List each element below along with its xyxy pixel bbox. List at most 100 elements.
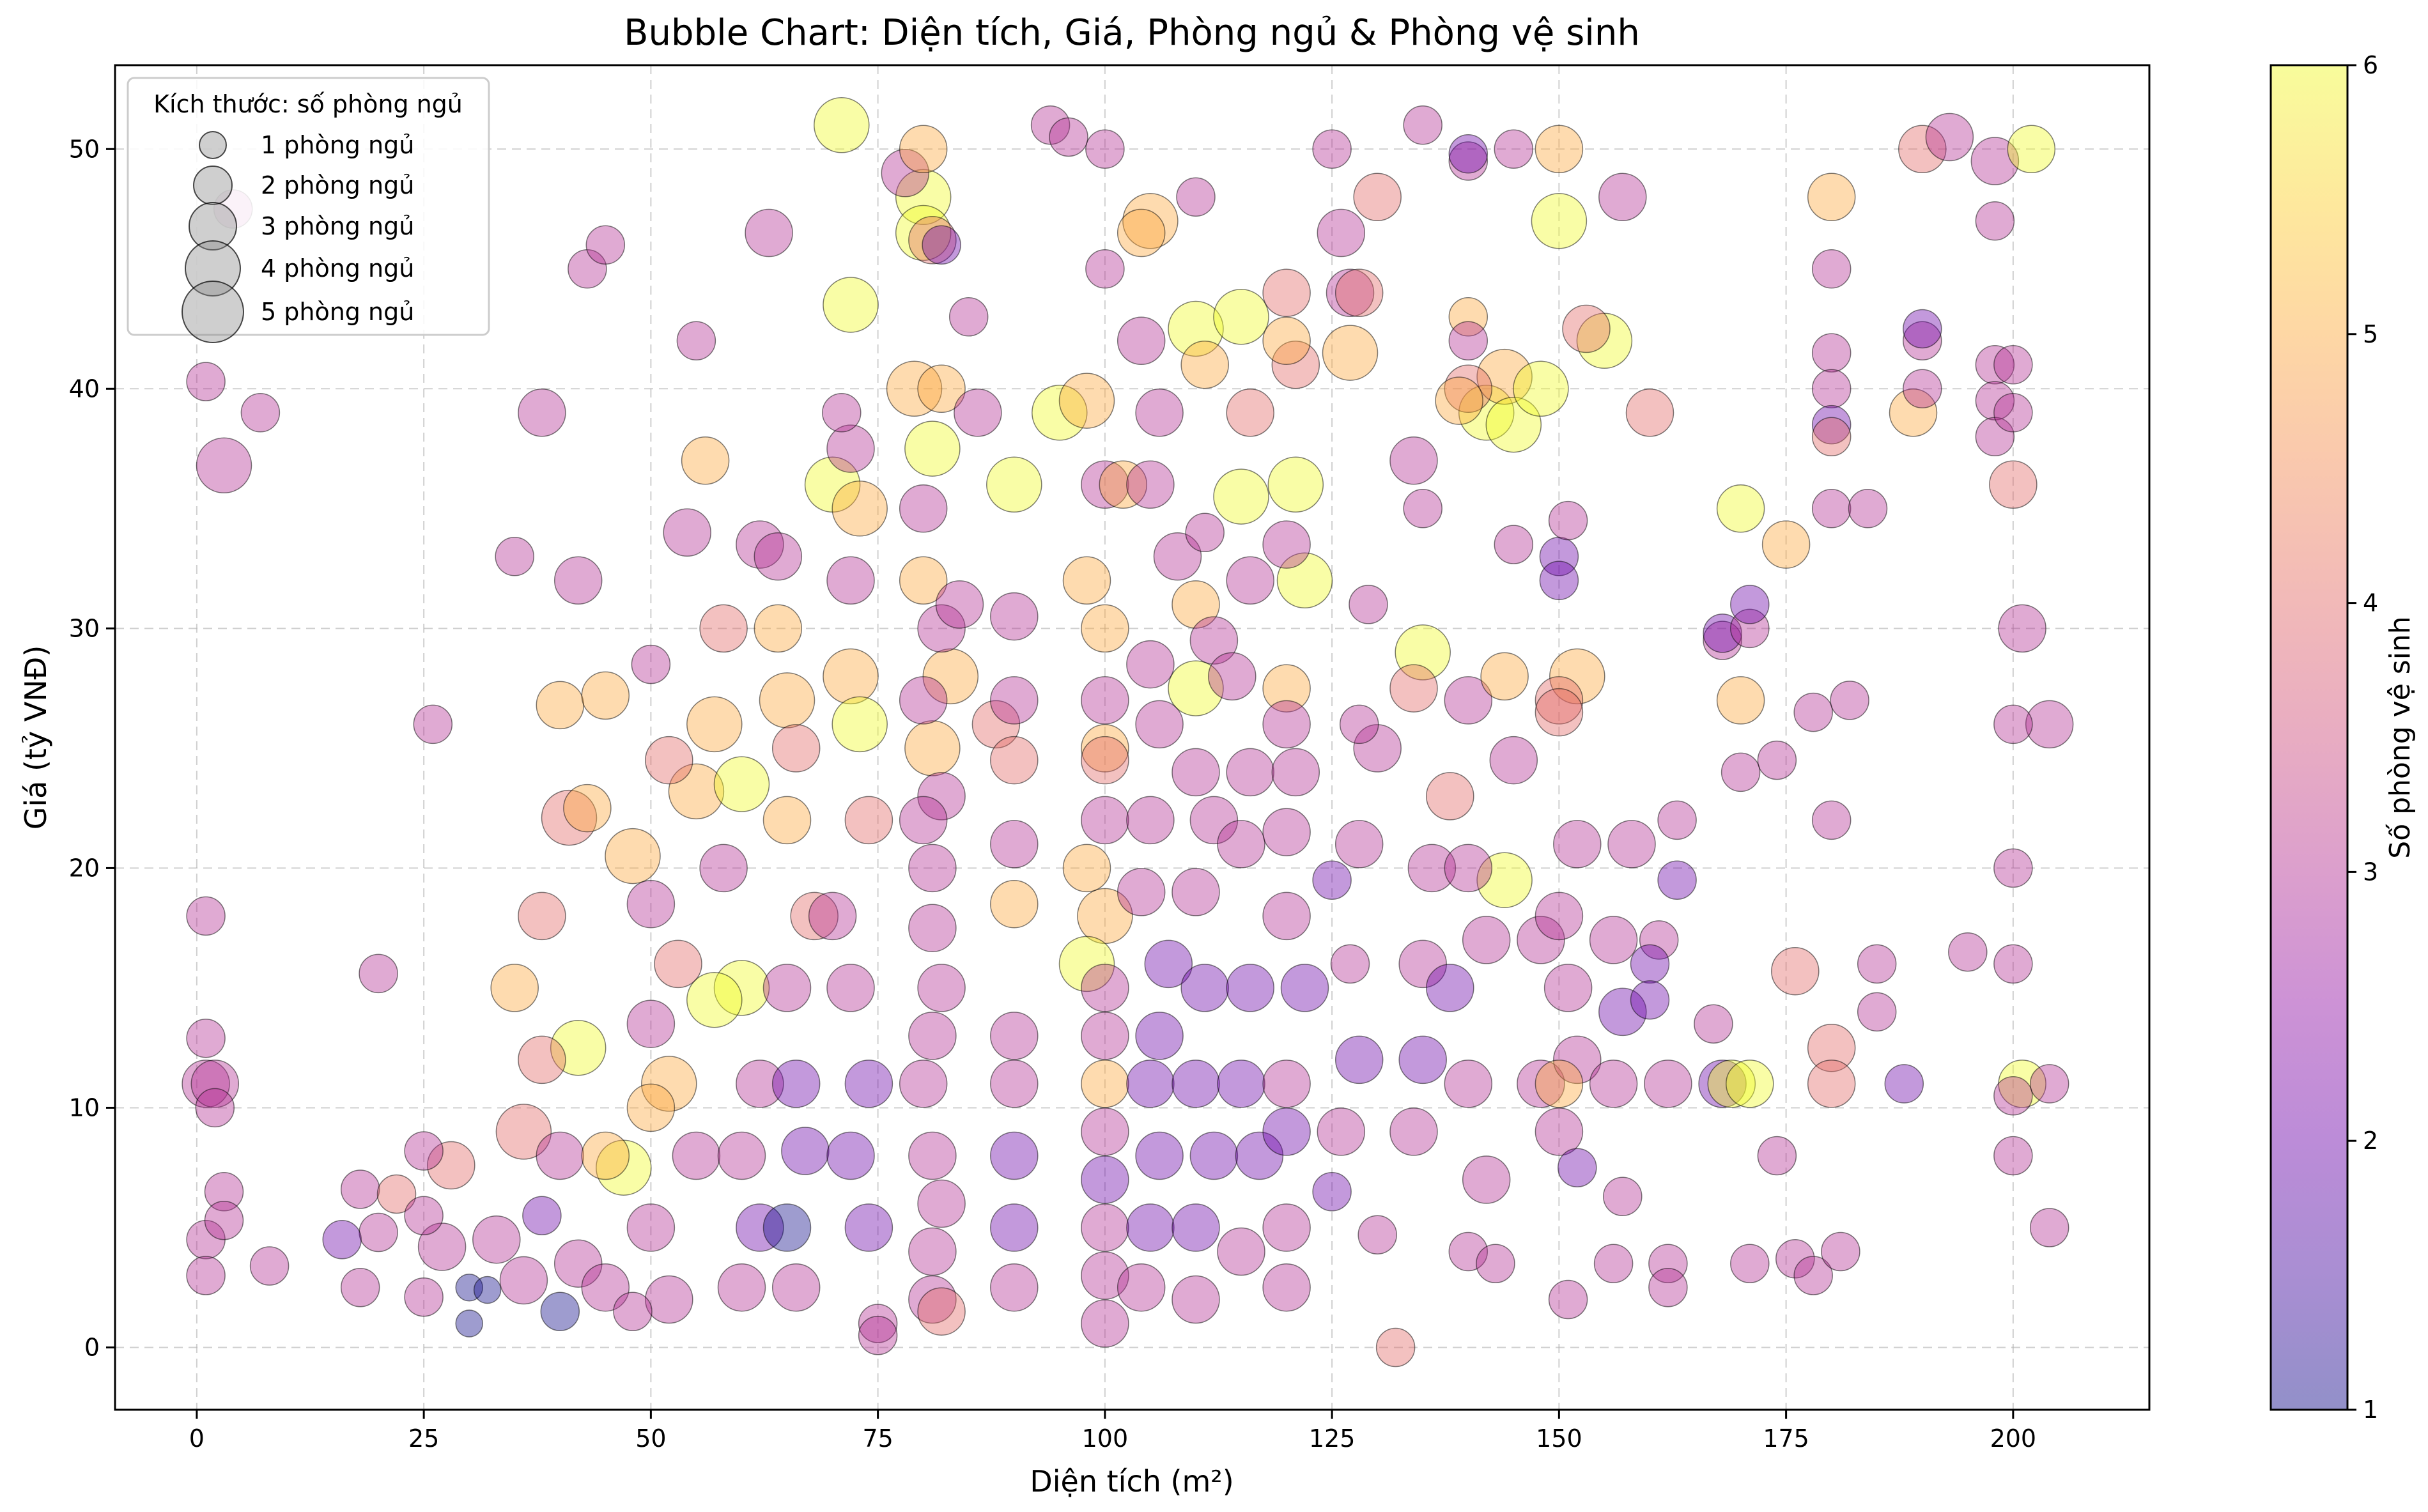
bubble — [686, 971, 743, 1028]
bubble — [908, 844, 957, 893]
y-tick-label: 40 — [69, 374, 100, 403]
bubble — [1993, 345, 2033, 385]
bubble — [1312, 860, 1352, 900]
bubble — [1081, 1155, 1129, 1204]
bubble — [1126, 1060, 1175, 1108]
bubble — [1562, 304, 1611, 353]
bubble — [1589, 916, 1638, 964]
bubble-series — [182, 97, 2074, 1368]
bubble — [1657, 860, 1697, 900]
x-tick-label: 175 — [1763, 1424, 1809, 1453]
x-tick-label: 50 — [635, 1424, 666, 1453]
bubble — [1811, 369, 1852, 409]
bubble — [717, 1131, 766, 1180]
bubble — [1117, 868, 1166, 916]
bubble — [1903, 321, 1942, 361]
colorbar-label: Số phòng vệ sinh — [2384, 616, 2416, 858]
bubble — [990, 820, 1039, 868]
bubble — [1648, 1244, 1688, 1283]
bubble — [1081, 796, 1129, 845]
bubble — [1226, 964, 1274, 1012]
colorbar-ticks: 1 2 3 4 5 6 — [2347, 51, 2378, 1424]
bubble — [1353, 173, 1402, 222]
bubble — [1435, 376, 1483, 425]
bubble — [736, 1203, 784, 1252]
bubble — [605, 828, 661, 884]
bubble — [1694, 1004, 1733, 1044]
bubble — [1334, 1035, 1384, 1084]
bubble — [626, 879, 676, 929]
bubble — [1395, 624, 1451, 681]
bubble — [1217, 1227, 1265, 1276]
bubble — [1330, 944, 1370, 984]
legend-box — [127, 77, 490, 336]
bubble — [971, 700, 1021, 749]
bubble — [1771, 946, 1820, 996]
bubble — [1657, 800, 1697, 840]
bubble — [826, 1131, 875, 1180]
y-tick-label: 20 — [69, 854, 100, 882]
bubble — [473, 1276, 502, 1304]
bubble — [1630, 944, 1670, 984]
bubble — [1513, 360, 1569, 417]
bubble — [1448, 1231, 1489, 1272]
bubble — [831, 481, 888, 537]
bubble — [1081, 604, 1129, 653]
bubble — [2007, 125, 2056, 174]
bubble — [240, 393, 281, 433]
bubble — [581, 671, 630, 720]
bubble — [1334, 820, 1384, 868]
bubble — [1494, 525, 1534, 564]
bubble — [654, 939, 702, 989]
bubble — [1807, 1060, 1856, 1108]
bubble — [1312, 129, 1352, 169]
bubble — [990, 1060, 1039, 1108]
bubble — [1213, 289, 1269, 345]
bubble — [1811, 800, 1852, 840]
y-tick-label: 30 — [69, 614, 100, 642]
bubble — [1262, 520, 1311, 569]
bubble — [585, 225, 626, 265]
bubble — [1062, 844, 1111, 893]
bubble — [1271, 341, 1320, 389]
bubble — [1598, 173, 1647, 222]
bubble — [340, 1169, 380, 1209]
colorbar-gradient — [2271, 65, 2347, 1410]
bubble — [1081, 1251, 1129, 1300]
bubble — [990, 1131, 1039, 1180]
bubble — [495, 537, 534, 576]
bubble — [645, 1275, 693, 1324]
bubble — [1925, 112, 1974, 162]
bubble — [1811, 417, 1852, 457]
bubble — [413, 704, 453, 744]
bubble — [754, 604, 803, 653]
bubble — [823, 277, 879, 333]
bubble — [1126, 1203, 1175, 1252]
bubble — [1448, 134, 1489, 174]
bubble — [908, 216, 957, 265]
bubble — [1171, 580, 1220, 629]
bubble — [1403, 105, 1442, 145]
bubble — [1489, 736, 1538, 785]
bubble — [1761, 520, 1811, 569]
bubble — [1993, 1136, 2033, 1176]
bubble — [550, 1019, 607, 1076]
bubble — [1539, 560, 1579, 601]
bubble — [1993, 1076, 2033, 1116]
bubble — [1081, 676, 1129, 725]
bubble — [195, 1088, 235, 1128]
bubble — [1153, 532, 1202, 581]
bubble — [1135, 389, 1184, 437]
legend-label: 1 phòng ngủ — [261, 131, 414, 159]
bubble — [1262, 1203, 1311, 1252]
bubble — [204, 1200, 244, 1240]
bubble — [917, 364, 966, 413]
bubble — [1998, 604, 2046, 653]
bubble — [990, 1263, 1039, 1312]
plot-frame — [114, 64, 2151, 1411]
bubble — [1848, 489, 1888, 528]
bubble — [1375, 1327, 1416, 1368]
bubble — [1426, 964, 1474, 1012]
colorbar: 1 2 3 4 5 6 Số phòng vệ sinh — [2269, 51, 2416, 1424]
bubble — [899, 796, 948, 845]
